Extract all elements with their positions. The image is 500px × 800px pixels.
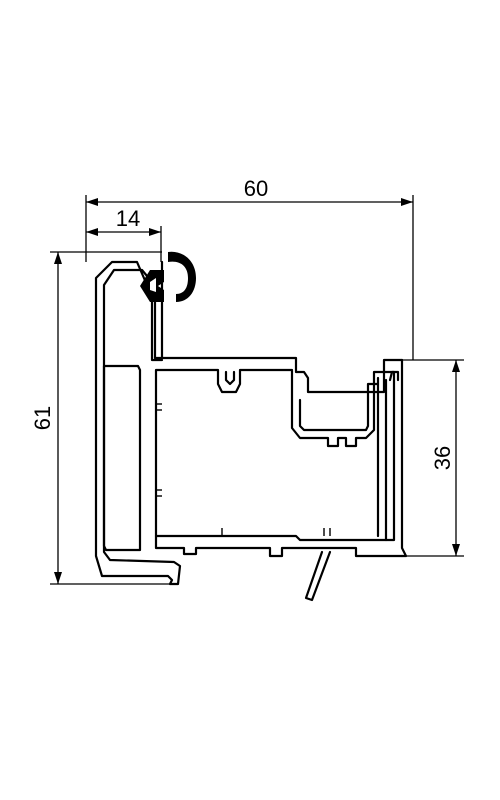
dimension-label-36: 36 xyxy=(430,446,455,470)
bottom-ticks xyxy=(221,528,331,536)
bottom-wall xyxy=(154,534,404,558)
right-sub-chamber xyxy=(298,376,380,432)
gasket xyxy=(140,251,196,302)
main-hollow xyxy=(154,368,396,542)
left-wall-teeth xyxy=(156,403,162,497)
right-outer-wall xyxy=(400,358,408,558)
top-groove xyxy=(224,370,236,386)
left-chamber xyxy=(102,364,142,552)
top-wall xyxy=(160,356,404,394)
profile-body xyxy=(94,251,408,602)
dimension-label-61: 61 xyxy=(30,406,55,430)
dimension-overall-height: 61 xyxy=(30,251,178,585)
dimension-label-14: 14 xyxy=(116,206,140,231)
dimension-overall-width: 60 xyxy=(85,176,414,360)
dimension-right-height: 36 xyxy=(388,359,464,557)
drip-fin xyxy=(304,550,332,602)
dimension-label-60: 60 xyxy=(244,176,268,201)
dimension-offset-width: 14 xyxy=(86,206,162,262)
right-top-nub xyxy=(388,370,400,382)
